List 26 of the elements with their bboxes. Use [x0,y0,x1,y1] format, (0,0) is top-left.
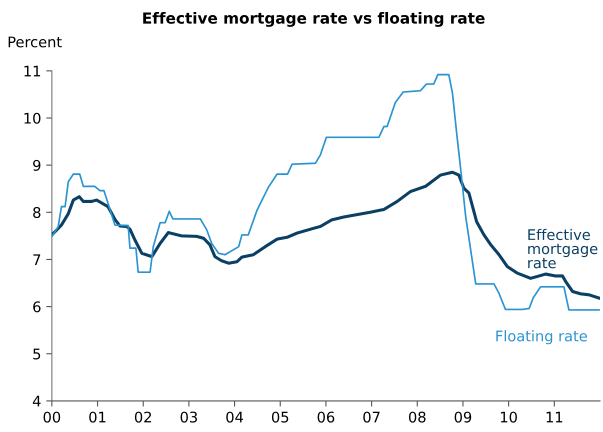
x-tick-label: 05 [272,412,288,423]
line-series [52,170,600,300]
series-label: Effective mortgage rate [528,228,598,268]
x-tick-label: 10 [500,412,517,423]
x-tick-label: 08 [408,412,426,423]
x-tick-label: 03 [180,412,197,423]
x-tick-label: 07 [363,412,380,423]
y-tick-label: 11 [24,66,40,76]
x-tick-label: 09 [454,412,472,423]
x-tick-label: 01 [89,412,106,423]
x-tick-label: 04 [226,412,244,423]
y-tick-label: 10 [24,112,40,124]
y-tick-label: 4 [32,396,41,406]
y-tick-label: 9 [33,160,40,171]
y-tick-label: 5 [33,348,40,360]
line-series [52,74,600,311]
x-tick-label: 00 [44,412,60,423]
y-tick-label: 6 [33,301,41,312]
y-axis-title: Percent [8,36,62,48]
y-tick-label: 7 [33,254,40,265]
x-tick-label: 06 [318,412,334,423]
x-tick-label: 02 [134,412,152,423]
x-tick-label: 11 [546,412,562,422]
series-label: Floating rate [496,330,587,344]
y-tick-label: 8 [33,207,40,218]
chart-title: Effective mortgage rate vs floating rate [143,12,485,27]
